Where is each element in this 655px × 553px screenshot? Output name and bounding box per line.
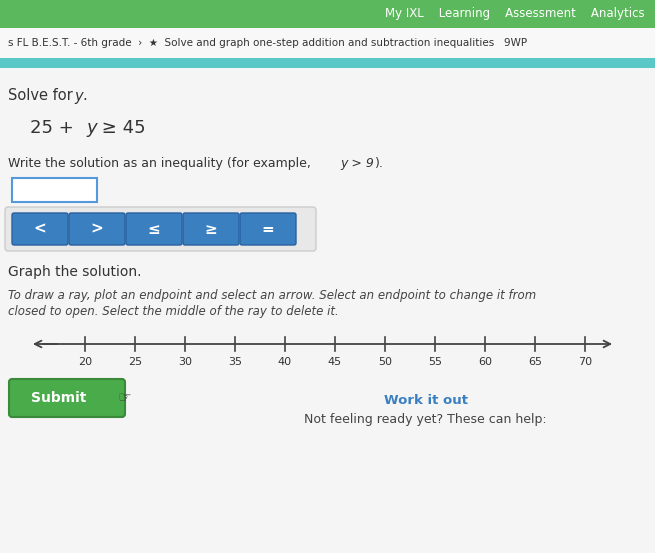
Text: Solve for: Solve for <box>8 88 77 103</box>
Text: My IXL    Learning    Assessment    Analytics: My IXL Learning Assessment Analytics <box>385 8 645 20</box>
FancyBboxPatch shape <box>0 0 655 28</box>
Text: 60: 60 <box>478 357 492 367</box>
Text: Submit: Submit <box>31 391 86 405</box>
Text: 40: 40 <box>278 357 292 367</box>
Text: .: . <box>82 88 86 103</box>
FancyBboxPatch shape <box>0 28 655 58</box>
Text: ☞: ☞ <box>118 390 132 405</box>
Text: 45: 45 <box>328 357 342 367</box>
Text: Work it out: Work it out <box>384 394 468 406</box>
FancyBboxPatch shape <box>240 213 296 245</box>
FancyBboxPatch shape <box>0 68 655 553</box>
Text: 35: 35 <box>228 357 242 367</box>
Text: Not feeling ready yet? These can help:: Not feeling ready yet? These can help: <box>305 414 547 426</box>
Text: Write the solution as an inequality (for example,: Write the solution as an inequality (for… <box>8 158 315 170</box>
Text: ≥: ≥ <box>204 222 217 237</box>
Text: 65: 65 <box>528 357 542 367</box>
FancyBboxPatch shape <box>12 178 97 202</box>
Text: To draw a ray, plot an endpoint and select an arrow. Select an endpoint to chang: To draw a ray, plot an endpoint and sele… <box>8 290 536 302</box>
Text: 25 +: 25 + <box>30 119 79 137</box>
Text: Graph the solution.: Graph the solution. <box>8 265 141 279</box>
FancyBboxPatch shape <box>9 379 125 417</box>
Text: 50: 50 <box>378 357 392 367</box>
FancyBboxPatch shape <box>183 213 239 245</box>
Text: y > 9: y > 9 <box>340 158 374 170</box>
FancyBboxPatch shape <box>0 58 655 68</box>
FancyBboxPatch shape <box>5 207 316 251</box>
Text: closed to open. Select the middle of the ray to delete it.: closed to open. Select the middle of the… <box>8 305 339 319</box>
Text: 55: 55 <box>428 357 442 367</box>
Text: 70: 70 <box>578 357 592 367</box>
Text: 30: 30 <box>178 357 192 367</box>
Text: y: y <box>74 88 83 103</box>
Text: 20: 20 <box>78 357 92 367</box>
FancyBboxPatch shape <box>69 213 125 245</box>
Text: y: y <box>86 119 97 137</box>
Text: <: < <box>33 222 47 237</box>
Text: >: > <box>90 222 103 237</box>
Text: ≤: ≤ <box>147 222 160 237</box>
Text: ).: ). <box>375 158 384 170</box>
Text: 25: 25 <box>128 357 142 367</box>
Text: s FL B.E.S.T. - 6th grade  ›  ★  Solve and graph one-step addition and subtracti: s FL B.E.S.T. - 6th grade › ★ Solve and … <box>8 38 527 48</box>
Text: =: = <box>261 222 274 237</box>
FancyBboxPatch shape <box>126 213 182 245</box>
FancyBboxPatch shape <box>12 213 68 245</box>
Text: ≥ 45: ≥ 45 <box>96 119 145 137</box>
